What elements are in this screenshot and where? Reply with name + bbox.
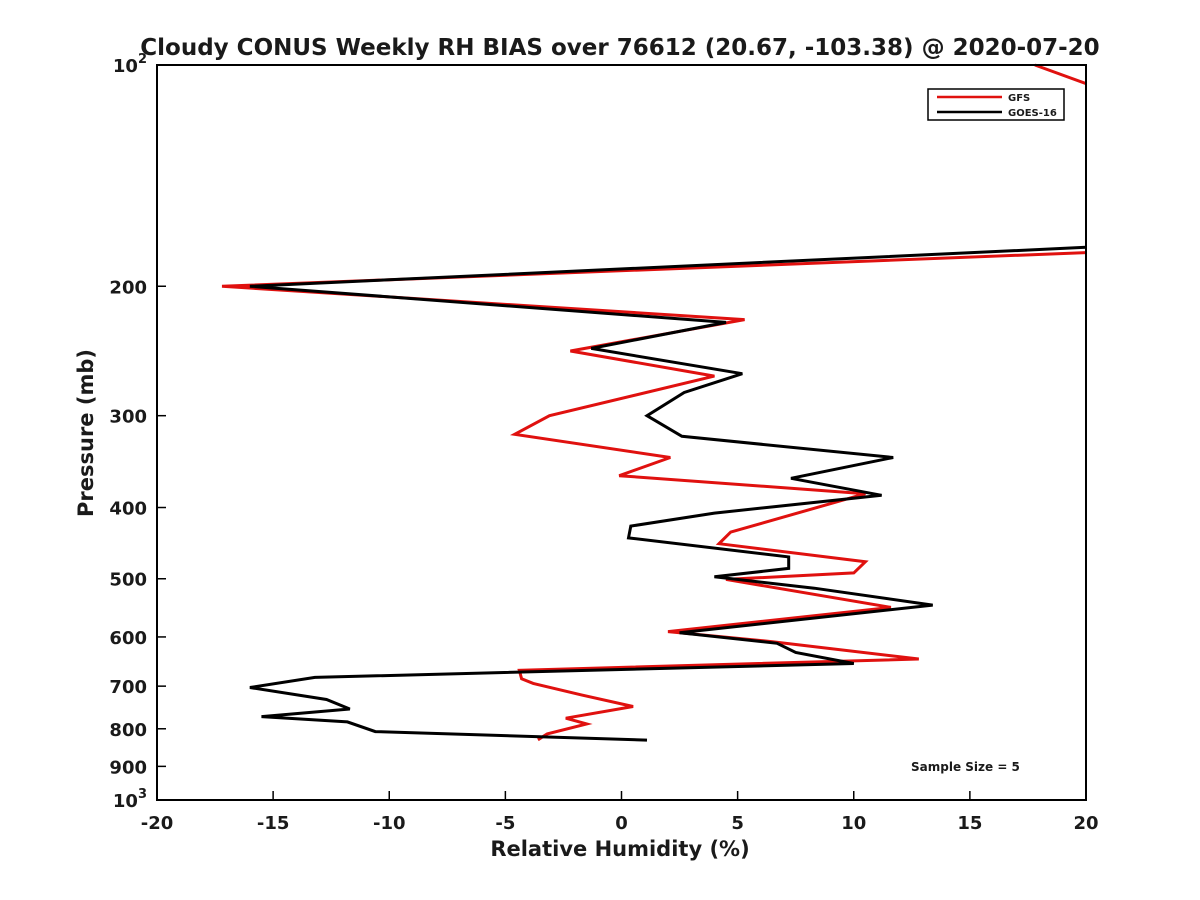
y-tick-label: 300 (109, 407, 147, 428)
y-tick-label: 800 (109, 720, 147, 741)
y-tick-label: 500 (109, 570, 147, 591)
x-tick-label: 10 (841, 813, 866, 834)
y-tick-label: 700 (109, 677, 147, 698)
series-line-goes16-0 (249, 245, 1086, 742)
x-tick-label: -10 (373, 813, 406, 834)
y-tick-label: 200 (109, 277, 147, 298)
plot-lines (221, 63, 1086, 742)
y-axis-label: Pressure (mb) (74, 349, 98, 517)
legend: GFS GOES-16 (927, 88, 1065, 121)
legend-label-goes16: GOES-16 (1008, 108, 1057, 119)
y-tick-label: 900 (109, 757, 147, 778)
x-tick-label: 15 (957, 813, 982, 834)
legend-box (927, 88, 1065, 121)
x-tick-label: -20 (141, 813, 174, 834)
x-tick-label: -5 (495, 813, 515, 834)
y-tick-label: 102 (113, 52, 147, 77)
y-axis: 102 200 300 400 500 600 700 800 900 103 (109, 52, 166, 812)
legend-label-gfs: GFS (1008, 93, 1030, 104)
x-axis: -20 -15 -10 -5 0 5 10 15 20 (141, 791, 1099, 834)
x-tick-label: 0 (615, 813, 628, 834)
series-line-gfs-1 (221, 251, 1086, 742)
x-tick-label: 5 (731, 813, 744, 834)
x-axis-label: Relative Humidity (%) (490, 837, 749, 861)
x-tick-label: -15 (257, 813, 290, 834)
series-line-gfs-0 (1034, 63, 1086, 86)
sample-size-annotation: Sample Size = 5 (911, 760, 1020, 774)
y-tick-label: 103 (113, 787, 147, 812)
plot-frame (156, 64, 1087, 801)
x-tick-label: 20 (1073, 813, 1098, 834)
y-tick-label: 400 (109, 499, 147, 520)
y-tick-label: 600 (109, 628, 147, 649)
chart-title: Cloudy CONUS Weekly RH BIAS over 76612 (… (140, 35, 1099, 61)
